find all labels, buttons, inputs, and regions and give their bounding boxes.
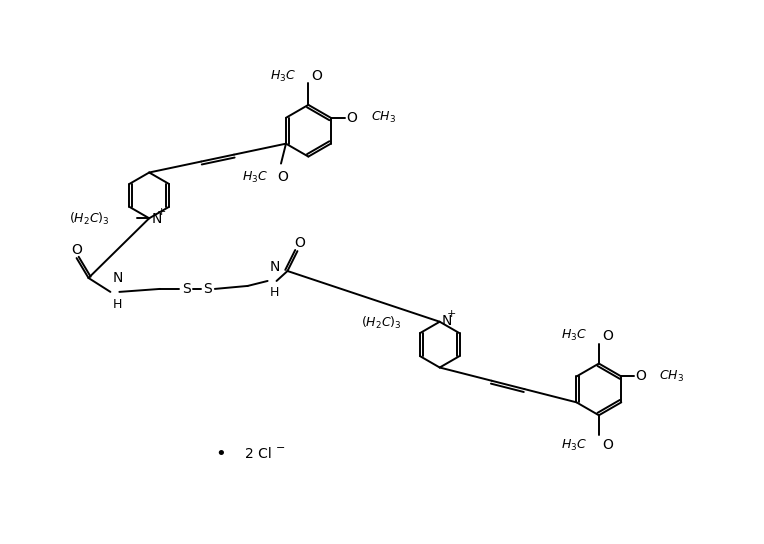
Text: S: S [203,282,212,296]
Text: $(H_2C)_3$: $(H_2C)_3$ [69,211,109,227]
Text: $H_3C$: $H_3C$ [561,328,587,343]
Text: −: − [276,443,285,453]
Text: $CH_3$: $CH_3$ [371,110,396,125]
Text: •: • [215,445,226,463]
Text: N: N [442,314,452,327]
Text: H: H [112,298,121,311]
Text: O: O [602,329,613,343]
Text: H: H [270,286,279,299]
Text: O: O [294,236,305,250]
Text: O: O [71,243,82,257]
Text: $(H_2C)_3$: $(H_2C)_3$ [361,314,402,331]
Text: +: + [447,309,456,319]
Text: N: N [112,271,123,285]
Text: O: O [312,69,322,83]
Text: O: O [602,438,613,452]
Text: N: N [151,212,161,226]
Text: +: + [157,207,166,217]
Text: $H_3C$: $H_3C$ [561,437,587,453]
Text: $H_3C$: $H_3C$ [270,69,296,84]
Text: O: O [636,369,646,384]
Text: $CH_3$: $CH_3$ [659,369,684,384]
Text: N: N [270,260,280,274]
Text: O: O [346,111,357,125]
Text: O: O [277,170,289,184]
Text: 2 Cl: 2 Cl [244,447,271,461]
Text: S: S [182,282,190,296]
Text: $H_3C$: $H_3C$ [242,170,268,185]
